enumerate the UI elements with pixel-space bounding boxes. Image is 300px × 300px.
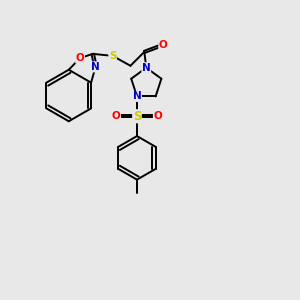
Text: S: S: [133, 110, 141, 123]
Text: N: N: [133, 92, 141, 101]
Text: N: N: [142, 63, 151, 73]
Text: O: O: [112, 111, 121, 121]
Text: O: O: [76, 53, 85, 63]
Text: O: O: [153, 111, 162, 121]
Text: O: O: [159, 40, 167, 50]
Text: S: S: [109, 51, 116, 61]
Text: N: N: [91, 62, 100, 72]
